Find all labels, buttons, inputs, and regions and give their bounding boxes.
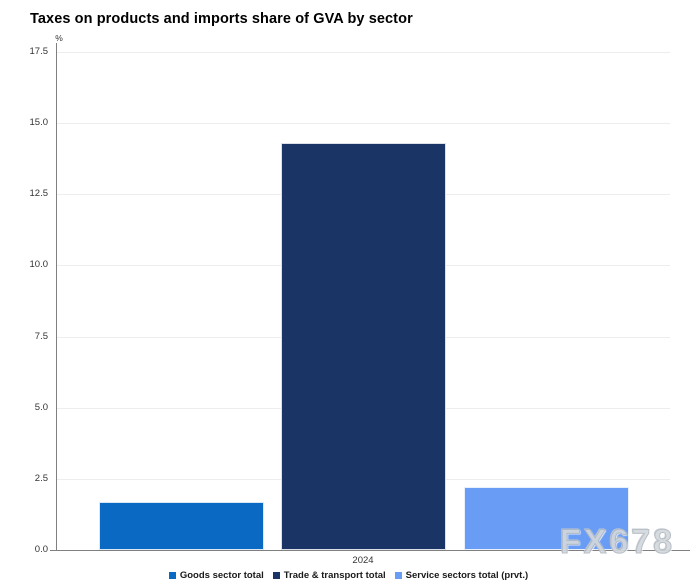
y-axis-line <box>56 43 57 550</box>
gridline-15 <box>57 123 670 124</box>
legend-marker-icon <box>272 571 280 579</box>
y-axis-tick-label: 17.5 <box>29 45 49 57</box>
legend-item-goods-sector-total[interactable]: Goods sector total <box>168 569 264 581</box>
legend-item-trade-transport-total[interactable]: Trade & transport total <box>272 569 386 581</box>
legend-marker-icon <box>394 571 402 579</box>
bar-goods-sector-total[interactable] <box>99 501 264 550</box>
y-axis-tick-label: 12.5 <box>29 188 49 200</box>
bar-trade-transport-total[interactable] <box>281 142 446 550</box>
gridline-17.5 <box>57 51 670 53</box>
y-axis-tick-label: 15.0 <box>29 117 49 128</box>
legend-label: Trade & transport total <box>283 569 386 581</box>
legend-label: Goods sector total <box>179 569 264 581</box>
legend-label: Service sectors total (prvt.) <box>405 569 529 581</box>
y-axis-tick-label: 2.5 <box>34 472 48 484</box>
chart-title: Taxes on products and imports share of G… <box>30 11 413 27</box>
y-axis-tick-label: 7.5 <box>34 330 48 342</box>
x-axis-line <box>56 550 690 551</box>
bar-service-sectors-total-prvt[interactable] <box>464 487 629 550</box>
y-axis-tick-label: 0.0 <box>34 544 48 555</box>
y-axis-tick-label: 10.0 <box>29 259 49 271</box>
y-axis-tick-label: 5.0 <box>34 401 48 413</box>
x-axis-category-label: 2024 <box>352 555 374 566</box>
y-axis-zero-tick <box>50 550 56 551</box>
y-axis-unit-label: % <box>55 33 63 43</box>
watermark: FX678 <box>559 523 676 562</box>
legend-marker-icon <box>168 571 176 579</box>
legend: Goods sector total Trade & transport tota… <box>0 568 697 582</box>
legend-item-service-sectors-total-prvt[interactable]: Service sectors total (prvt.) <box>394 569 529 581</box>
